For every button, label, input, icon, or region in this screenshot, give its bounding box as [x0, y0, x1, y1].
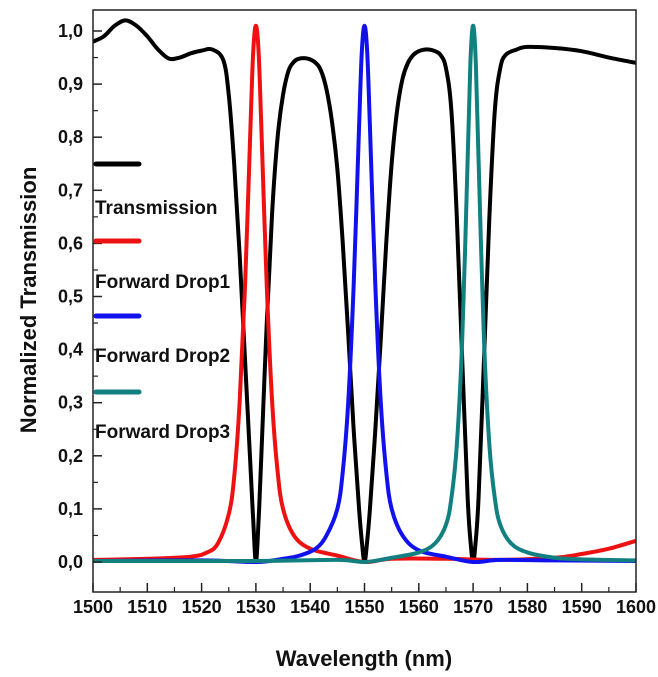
x-tick-label: 1530: [236, 597, 276, 617]
x-tick-label: 1590: [562, 597, 602, 617]
y-tick-label: 0,7: [58, 180, 83, 200]
legend-label-2: Forward Drop1: [95, 272, 231, 293]
y-tick-label: 0,8: [58, 127, 83, 147]
y-tick-label: 1,0: [58, 21, 83, 41]
legend-label-1: Transmission: [95, 198, 218, 219]
x-tick-label: 1540: [290, 597, 330, 617]
series-layer: [93, 18, 636, 565]
legend-layer: Transmission Forward Drop1 Forward Drop2 Fo…: [93, 161, 231, 443]
series-line-3: [93, 23, 636, 565]
x-tick-label: 1520: [182, 597, 222, 617]
legend-label-3: Forward Drop2: [95, 346, 230, 367]
y-tick-label: 0,1: [58, 499, 83, 519]
y-tick-label: 0,0: [58, 552, 83, 572]
y-axis-title: Normalized Transmission: [16, 167, 41, 434]
series-line-1: [93, 18, 636, 564]
x-axis-title: Wavelength (nm): [276, 646, 452, 671]
y-tick-label: 0,3: [58, 393, 83, 413]
y-tick-label: 0,9: [58, 74, 83, 94]
y-tick-label: 0,5: [58, 287, 83, 307]
y-tick-label: 0,6: [58, 233, 83, 253]
y-tick-label: 0,2: [58, 446, 83, 466]
x-tick-label: 1510: [127, 597, 167, 617]
x-tick-label: 1580: [507, 597, 547, 617]
x-tick-label: 1550: [344, 597, 384, 617]
series-line-4: [93, 23, 636, 565]
x-tick-label: 1500: [73, 597, 113, 617]
y-tick-label: 0,4: [58, 340, 83, 360]
axes-layer: 1500 1510 1520 1530 1540 1550 1560 1570 1580 1590…: [58, 9, 656, 617]
x-tick-label: 1570: [453, 597, 493, 617]
series-line-2: [93, 23, 636, 565]
x-tick-label: 1600: [616, 597, 656, 617]
x-tick-label: 1560: [399, 597, 439, 617]
legend-label-4: Forward Drop3: [95, 422, 230, 443]
